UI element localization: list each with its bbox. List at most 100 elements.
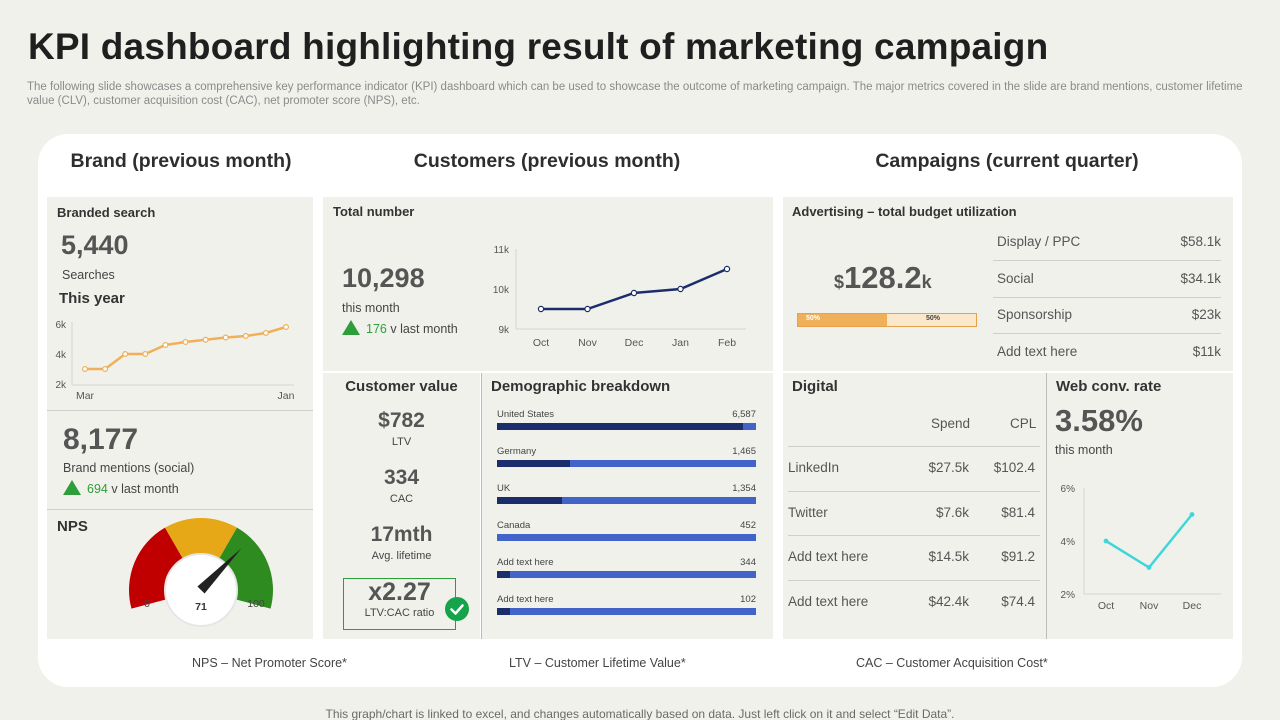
gauge-min-label: 0 (144, 598, 150, 610)
y-tick-label: 6% (1061, 484, 1076, 495)
digital-cell-channel: Add text here (788, 593, 869, 609)
gauge-value-label: 71 (195, 601, 207, 613)
gauge-max-label: 100 (247, 598, 265, 610)
demographic-value: 452 (740, 520, 756, 531)
nps-gauge: 0 100 71 (129, 518, 273, 627)
digital-cell-cpl: $102.4 (993, 460, 1035, 475)
digital-cell-spend: $7.6k (935, 504, 969, 520)
chart-point (1146, 565, 1152, 570)
web-conv-value: 3.58% (1055, 403, 1143, 438)
chart-point (584, 305, 591, 313)
digital-cell-cpl: $74.4 (1001, 593, 1035, 609)
x-tick-label: Jan (672, 337, 689, 349)
x-tick-label: Oct (1098, 600, 1114, 612)
demographic-bar-fill (497, 460, 570, 467)
digital-row-divider (788, 535, 1040, 536)
demographic-bar-fill (497, 571, 510, 578)
digital-panel (783, 373, 1046, 639)
lifetime-value: 17mth (370, 523, 433, 546)
chart-point (723, 265, 731, 273)
budget-row-divider (993, 333, 1221, 334)
campaigns-divider (1046, 373, 1047, 639)
demographic-country: Add text here (497, 594, 554, 605)
digital-cell-cpl: $81.4 (1001, 504, 1035, 520)
customer-value-label: Customer value (345, 378, 458, 395)
chart-point (537, 305, 545, 313)
demographic-country: Germany (497, 446, 537, 457)
chart-point (630, 289, 638, 297)
digital-cell-channel: Add text here (788, 549, 869, 564)
digital-cell-channel: Twitter (788, 504, 828, 520)
customers-divider (481, 373, 482, 639)
brand-searches-chart: 2k 4k 6k Mar Jan (55, 320, 294, 402)
brand-divider (47, 410, 313, 411)
budget-row-divider (993, 260, 1221, 261)
digital-cell-cpl: $91.2 (1001, 549, 1035, 564)
web-conv-panel (1047, 373, 1233, 639)
x-tick-label: Dec (625, 337, 644, 349)
y-tick-label: 9k (498, 325, 510, 336)
ratio-value: x2.27 (368, 578, 431, 606)
customers-total-panel (323, 197, 773, 371)
x-tick-label: Nov (578, 337, 597, 349)
cac-label: CAC (389, 493, 414, 505)
demographic-country: Canada (497, 520, 531, 531)
demographic-bar-fill (497, 608, 510, 615)
chart-point (102, 365, 109, 372)
y-tick-label: 2k (55, 380, 67, 391)
chart-point (182, 339, 189, 346)
budget-progress-bar: 50% 50% (797, 313, 977, 327)
digital-cell-spend: $14.5k (928, 549, 969, 564)
demographic-value: 1,354 (732, 483, 756, 494)
total-delta-value: 176 (366, 322, 387, 336)
digital-header-spend: Spend (931, 416, 971, 431)
footnote-cac: CAC – Customer Acquisition Cost* (856, 656, 1048, 670)
chart-point (142, 350, 149, 357)
demographic-panel (482, 373, 773, 639)
budget-used-label: 50% (806, 315, 821, 322)
y-tick-label: 11k (494, 245, 510, 256)
digital-row-divider (788, 446, 1040, 447)
up-triangle-icon (63, 480, 81, 495)
budget-item-name: Display / PPC (997, 234, 1081, 249)
budget-progress-fill (798, 314, 887, 326)
demographic-value: 6,587 (732, 409, 756, 420)
chart-point (262, 330, 269, 337)
demographic-bar (497, 608, 756, 615)
demographic-bar-fill (497, 423, 744, 430)
mentions-delta: 694 v last month (63, 480, 179, 496)
x-tick-label: Feb (718, 337, 736, 349)
gauge-segment-high (219, 527, 273, 609)
advertising-label: Advertising – total budget utilization (792, 204, 1017, 219)
budget-item-amount: $11k (1192, 343, 1221, 359)
budget-item-name: Add text here (997, 343, 1078, 359)
chart-point (1103, 538, 1109, 544)
customer-value-panel (323, 373, 480, 639)
demographic-value: 102 (740, 594, 756, 605)
cac-value: 334 (383, 466, 420, 489)
section-title-brand: Brand (previous month) (70, 150, 292, 172)
y-tick-label: 4k (55, 350, 67, 361)
digital-cell-channel: LinkedIn (788, 460, 840, 475)
budget-prefix: $ (834, 272, 845, 292)
searches-label: Searches (62, 268, 115, 282)
customers-total-series-line (541, 267, 728, 311)
budget-item-name: Social (997, 270, 1034, 286)
gauge-needle (197, 548, 242, 594)
budget-item-amount: $34.1k (1180, 270, 1221, 286)
chart-point (202, 336, 209, 343)
y-tick-label: 2% (1061, 590, 1076, 601)
chart-point (677, 285, 684, 293)
total-delta-suffix: v last month (390, 322, 458, 336)
demographic-value: 1,465 (732, 446, 756, 457)
page-subtitle: The following slide showcases a comprehe… (27, 81, 1243, 107)
demographic-bar-fill (497, 497, 562, 504)
y-tick-label: 10k (493, 285, 510, 296)
branded-search-label: Branded search (57, 205, 156, 220)
footnote-nps: NPS – Net Promoter Score* (192, 656, 347, 670)
chart-point (222, 334, 229, 341)
demographic-country: UK (497, 483, 511, 494)
digital-row-divider (788, 490, 1040, 492)
budget-number: 128.2 (844, 260, 922, 295)
check-circle-icon (445, 597, 469, 621)
